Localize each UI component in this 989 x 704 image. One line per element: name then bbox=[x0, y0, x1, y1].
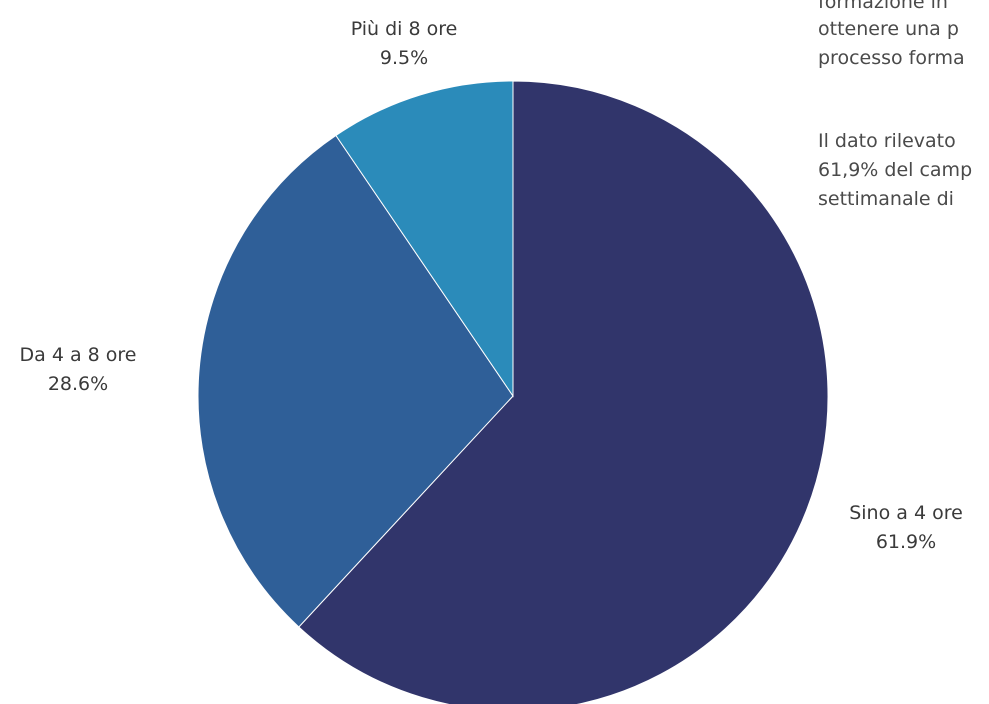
slice-value: 61.9% bbox=[875, 531, 937, 553]
side-text-line-5: 61,9% del camp bbox=[818, 159, 973, 181]
pie-slices bbox=[197, 80, 829, 704]
slice-category: Sino a 4 ore bbox=[849, 502, 963, 524]
slice-label-sino-a-4-ore: Sino a 4 ore 61.9% bbox=[849, 499, 963, 557]
side-text-line-4: Il dato rilevato bbox=[818, 130, 956, 152]
slice-label-da-4-a-8-ore: Da 4 a 8 ore 28.6% bbox=[20, 341, 137, 399]
side-text-line-3: processo forma bbox=[818, 47, 965, 69]
slice-label-piu-di-8-ore: Più di 8 ore 9.5% bbox=[351, 15, 458, 73]
side-text-line-1: formazione in bbox=[818, 0, 948, 13]
side-text-line-2: ottenere una p bbox=[818, 18, 959, 40]
slice-value: 9.5% bbox=[379, 47, 429, 69]
slice-sino-a-4-ore bbox=[298, 80, 829, 704]
slice-category: Più di 8 ore bbox=[350, 18, 458, 40]
side-text-line-6: settimanale di bbox=[818, 188, 954, 210]
slice-piu-di-8-ore bbox=[335, 80, 514, 398]
slice-category: Da 4 a 8 ore bbox=[19, 344, 137, 366]
slice-value: 28.6% bbox=[47, 373, 109, 395]
slice-da-4-a-8-ore bbox=[197, 134, 514, 628]
